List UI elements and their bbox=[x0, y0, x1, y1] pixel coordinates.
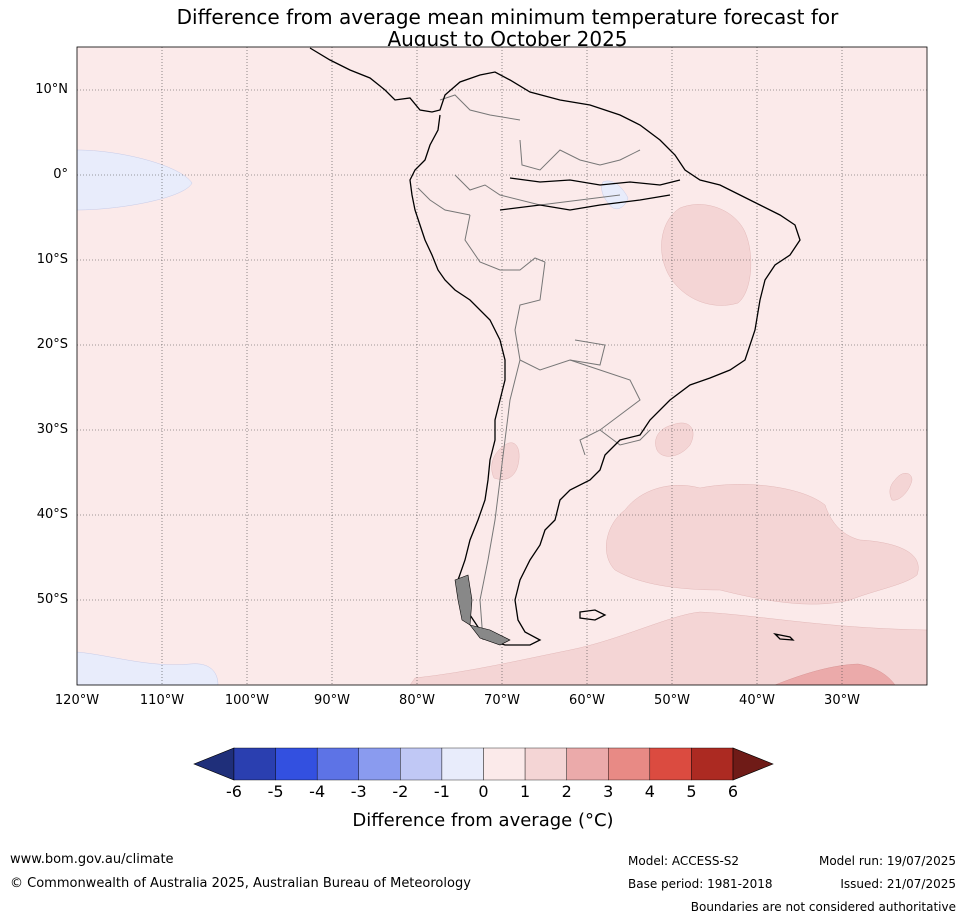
colorbar-tick-label: 1 bbox=[519, 782, 531, 801]
warm-region-uruguay-coast bbox=[655, 422, 694, 457]
lon-label-40w: 40°W bbox=[739, 693, 775, 708]
colorbar-label: Difference from average (°C) bbox=[352, 810, 614, 831]
colorbar-tick-label: -3 bbox=[350, 782, 367, 801]
footer-copyright: © Commonwealth of Australia 2025, Austra… bbox=[10, 876, 471, 891]
cool-region-pacific-equator bbox=[77, 149, 193, 211]
lat-label-50s: 50°S bbox=[36, 592, 68, 607]
warm-region-east-atlantic bbox=[889, 473, 913, 501]
lat-label-10s: 10°S bbox=[36, 252, 68, 267]
footer-model-run: Model run: 19/07/2025 bbox=[818, 854, 956, 868]
coastline bbox=[309, 47, 801, 646]
lat-label-30s: 30°S bbox=[36, 422, 68, 437]
warm-region-argentina bbox=[491, 442, 520, 480]
warm-region-brazil bbox=[661, 204, 752, 306]
lat-label-20s: 20°S bbox=[36, 337, 68, 352]
footer-base-period: Base period: 1981-2018 bbox=[628, 877, 773, 891]
lon-label-70w: 70°W bbox=[484, 693, 520, 708]
colorbar-tick-label: -1 bbox=[433, 782, 450, 801]
colorbar-tick-label: 3 bbox=[603, 782, 614, 801]
warm-region-southern-ocean-strong bbox=[774, 663, 896, 685]
warm-region-southern-ocean bbox=[409, 611, 927, 685]
footer-website[interactable]: www.bom.gov.au/climate bbox=[10, 852, 174, 867]
chart-title-line1: Difference from average mean minimum tem… bbox=[176, 5, 839, 29]
lon-label-30w: 30°W bbox=[824, 693, 860, 708]
footer-disclaimer: Boundaries are not considered authoritat… bbox=[690, 900, 956, 914]
colorbar-tick-label: 5 bbox=[686, 782, 697, 801]
colorbar-tick-label: 2 bbox=[561, 782, 572, 801]
colorbar-tick-label: -4 bbox=[309, 782, 326, 801]
lon-label-90w: 90°W bbox=[314, 693, 350, 708]
lon-label-120w: 120°W bbox=[54, 693, 100, 708]
lon-label-80w: 80°W bbox=[399, 693, 435, 708]
country-borders bbox=[417, 94, 651, 641]
lon-label-110w: 110°W bbox=[139, 693, 185, 708]
lon-label-100w: 100°W bbox=[224, 693, 270, 708]
lon-label-60w: 60°W bbox=[569, 693, 605, 708]
footer-issued: Issued: 21/07/2025 bbox=[840, 877, 956, 891]
colorbar-tick-label: -2 bbox=[392, 782, 409, 801]
warm-region-south-atlantic bbox=[606, 484, 919, 605]
cool-region-southeast-pacific bbox=[77, 651, 219, 685]
chart-title-line2: August to October 2025 bbox=[387, 27, 628, 51]
colorbar-tick-label: 0 bbox=[478, 782, 489, 801]
map-frame bbox=[76, 46, 928, 686]
patagonia-islands bbox=[454, 574, 511, 646]
lon-label-50w: 50°W bbox=[654, 693, 690, 708]
colorbar-tick-label: 6 bbox=[727, 782, 739, 801]
colorbar-tick-label: -6 bbox=[226, 782, 242, 801]
colorbar-tick-label: -5 bbox=[267, 782, 284, 801]
lat-label-40s: 40°S bbox=[36, 507, 68, 522]
footer-model: Model: ACCESS-S2 bbox=[628, 854, 740, 868]
lat-label-0: 0° bbox=[53, 167, 68, 182]
colorbar-tick-label: 4 bbox=[644, 782, 655, 801]
lat-label-10n: 10°N bbox=[35, 82, 68, 97]
